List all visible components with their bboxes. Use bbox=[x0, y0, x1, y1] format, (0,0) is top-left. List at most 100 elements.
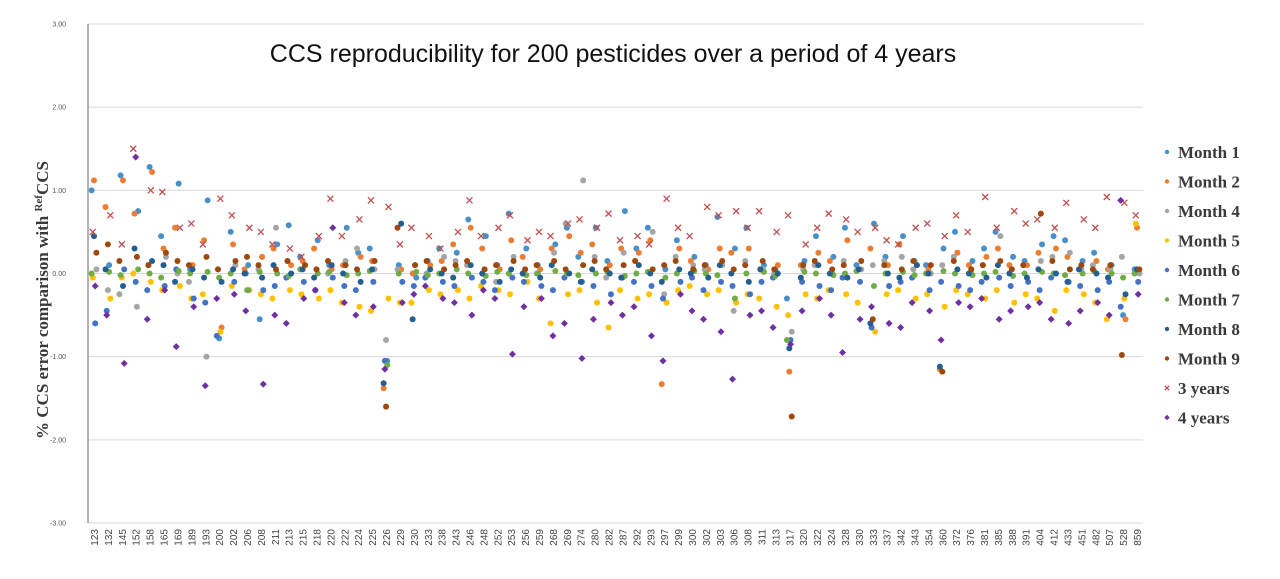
data-point bbox=[908, 299, 916, 307]
data-point bbox=[213, 294, 221, 302]
data-point bbox=[242, 307, 250, 315]
data-point bbox=[659, 357, 667, 365]
x-tick-label: 354 bbox=[924, 529, 935, 546]
x-tick-label: 297 bbox=[660, 529, 671, 546]
data-point bbox=[855, 266, 862, 273]
x-tick-label: 528 bbox=[1119, 529, 1130, 546]
data-point bbox=[369, 266, 376, 273]
data-point bbox=[816, 294, 824, 302]
data-point bbox=[93, 249, 100, 256]
x-tick-label: 152 bbox=[132, 529, 143, 546]
data-point bbox=[621, 208, 628, 215]
data-point bbox=[774, 262, 781, 269]
data-point bbox=[285, 222, 292, 229]
data-point bbox=[120, 359, 128, 367]
legend-item: 4 years bbox=[1164, 409, 1230, 428]
data-point bbox=[491, 287, 498, 294]
data-point bbox=[635, 262, 642, 269]
data-point bbox=[576, 215, 583, 223]
data-point bbox=[941, 303, 948, 310]
data-point bbox=[259, 380, 267, 388]
data-point bbox=[1077, 282, 1084, 289]
legend-label: 4 years bbox=[1178, 409, 1230, 428]
data-point bbox=[481, 266, 488, 273]
data-point bbox=[715, 287, 722, 294]
data-point bbox=[1094, 287, 1101, 294]
data-point bbox=[802, 291, 809, 298]
data-point bbox=[384, 203, 392, 211]
data-point bbox=[589, 241, 596, 248]
data-point bbox=[898, 266, 905, 273]
data-point bbox=[395, 270, 402, 277]
legend-item: Month 2 bbox=[1164, 173, 1240, 192]
data-point bbox=[311, 245, 318, 252]
data-point bbox=[676, 290, 684, 298]
data-point bbox=[672, 253, 679, 260]
data-point bbox=[311, 274, 318, 281]
data-point bbox=[658, 278, 665, 285]
data-point bbox=[699, 315, 707, 323]
data-point bbox=[102, 266, 109, 273]
x-tick-label: 274 bbox=[577, 529, 588, 546]
data-point bbox=[132, 278, 139, 285]
data-point bbox=[537, 294, 545, 302]
x-tick-label: 123 bbox=[90, 529, 101, 546]
data-point bbox=[467, 262, 474, 269]
data-point bbox=[964, 228, 972, 236]
data-point bbox=[130, 270, 137, 277]
data-point bbox=[870, 282, 877, 289]
data-point bbox=[607, 291, 614, 298]
x-tick-label: 206 bbox=[243, 529, 254, 546]
data-point bbox=[120, 282, 127, 289]
data-point bbox=[203, 353, 210, 360]
data-point bbox=[913, 262, 920, 269]
data-point bbox=[603, 266, 610, 273]
data-point bbox=[452, 262, 459, 269]
data-point bbox=[366, 245, 373, 252]
data-point bbox=[1020, 262, 1027, 269]
data-point bbox=[592, 224, 599, 231]
data-point bbox=[580, 177, 587, 184]
data-point bbox=[160, 262, 167, 269]
data-point bbox=[644, 224, 651, 231]
data-point bbox=[315, 295, 322, 302]
data-point bbox=[686, 282, 693, 289]
data-point bbox=[510, 258, 517, 265]
data-point bbox=[144, 287, 151, 294]
legend-marker-icon bbox=[1164, 326, 1170, 332]
data-point bbox=[394, 224, 401, 231]
data-point bbox=[479, 245, 486, 252]
data-point bbox=[1105, 311, 1113, 319]
data-point bbox=[243, 253, 250, 260]
data-point bbox=[896, 274, 903, 281]
data-point bbox=[218, 278, 225, 285]
y-tick-label: 3.00 bbox=[52, 22, 66, 29]
data-point bbox=[649, 228, 656, 235]
data-point bbox=[158, 233, 165, 240]
data-point bbox=[564, 220, 572, 228]
data-point bbox=[88, 270, 95, 277]
data-point bbox=[827, 311, 835, 319]
data-point bbox=[407, 224, 415, 232]
data-point bbox=[286, 287, 293, 294]
data-point bbox=[274, 241, 281, 248]
data-point bbox=[673, 237, 680, 244]
data-point bbox=[923, 220, 931, 228]
data-point bbox=[272, 266, 279, 273]
data-point bbox=[441, 266, 448, 273]
data-point bbox=[371, 258, 378, 265]
x-tick-labels: 123 132 145 152 158 165 169 189 193 200 202 206 208 2… bbox=[90, 529, 1144, 546]
data-point bbox=[676, 266, 683, 273]
data-point bbox=[618, 311, 626, 319]
data-point bbox=[185, 262, 192, 269]
y-axis-label: % CCS error comparison with RefCCS bbox=[33, 161, 52, 439]
data-point bbox=[785, 312, 792, 319]
data-point bbox=[1091, 249, 1098, 256]
data-point bbox=[1049, 258, 1056, 265]
data-point bbox=[966, 303, 974, 311]
data-point bbox=[1117, 303, 1124, 310]
data-point bbox=[700, 287, 707, 294]
data-point bbox=[926, 307, 934, 315]
data-point bbox=[131, 210, 138, 217]
